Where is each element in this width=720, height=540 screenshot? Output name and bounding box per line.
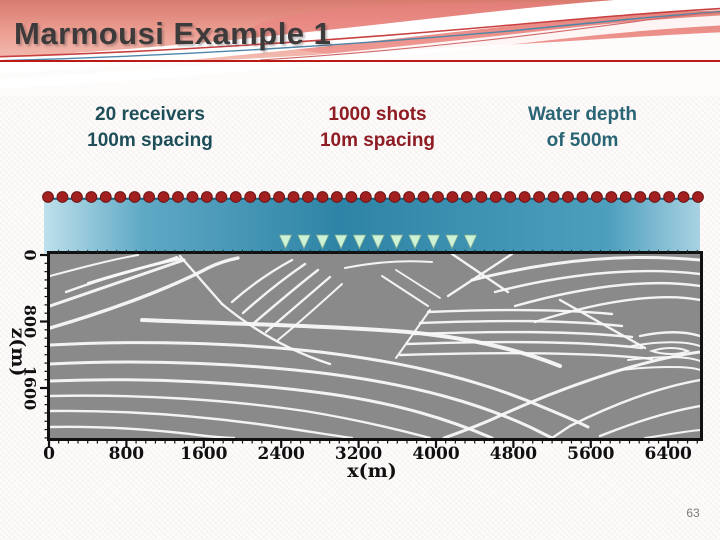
annotation-receivers-line1: 20 receivers [95, 104, 205, 125]
header-red-curve [0, 7, 720, 58]
svg-text:4800: 4800 [490, 444, 537, 464]
receiver-markers [42, 191, 704, 203]
annotation-receivers-line2: 100m spacing [87, 130, 213, 152]
annotation-water-depth: Water depth of 500m [475, 102, 690, 154]
svg-text:0: 0 [21, 249, 40, 260]
axis-tick-labels: 0 800 1600 2400 3200 4000 4800 5600 6400 0 800 1600 [21, 249, 693, 464]
svg-text:800: 800 [109, 444, 145, 464]
svg-text:5600: 5600 [567, 444, 614, 464]
annotation-shots: 1000 shots 10m spacing [270, 102, 485, 154]
header-white-swoosh-2 [0, 15, 720, 89]
seismic-image [50, 254, 700, 438]
header-white-area [0, 32, 720, 96]
annotation-water-line2: of 500m [546, 130, 619, 152]
x-axis-title: x(m) [347, 460, 396, 482]
svg-text:4000: 4000 [412, 444, 459, 464]
svg-text:1600: 1600 [21, 366, 40, 411]
header-swoosh-graphic [0, 0, 720, 96]
annotation-shots-line2: 10m spacing [319, 130, 436, 152]
seismic-background [50, 254, 700, 438]
annotation-water-line1: Water depth [527, 104, 638, 125]
water-layer-band [44, 198, 700, 253]
svg-text:0: 0 [43, 444, 55, 464]
y-axis-title: z(m) [7, 328, 29, 377]
marmousi-figure: 0 800 1600 2400 3200 4000 4800 5600 6400 0 800 1600… [7, 191, 704, 482]
header-red-curve-2 [259, 11, 720, 61]
svg-text:800: 800 [21, 305, 40, 338]
annotation-receivers: 20 receivers 100m spacing [40, 102, 260, 154]
shot-markers [278, 234, 478, 250]
header-accent-line [0, 60, 720, 62]
svg-text:6400: 6400 [645, 444, 692, 464]
page-number: 63 [686, 506, 700, 520]
svg-text:3200: 3200 [335, 444, 382, 464]
svg-text:2400: 2400 [258, 444, 305, 464]
annotation-shots-line1: 1000 shots [328, 104, 427, 125]
slide-title: Marmousi Example 1 [14, 16, 332, 51]
slide-header: Marmousi Example 1 [0, 0, 720, 96]
header-blue-curve [0, 10, 720, 62]
svg-text:1600: 1600 [180, 444, 227, 464]
axis-ticks [40, 249, 698, 448]
